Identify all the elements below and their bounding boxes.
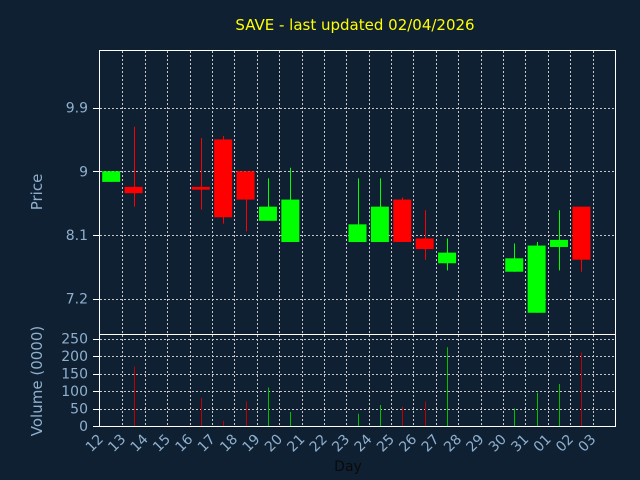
price-tick-label: 7.2	[66, 292, 88, 308]
x-tick-label: 03	[576, 432, 600, 456]
candle-body	[505, 258, 524, 272]
candle-body	[214, 139, 233, 218]
x-tick-label: 30	[486, 432, 510, 456]
x-tick-label: 19	[240, 432, 264, 456]
candle-body	[191, 186, 210, 190]
x-tick-label: 20	[262, 432, 286, 456]
candle-body	[438, 252, 457, 264]
candle-body	[370, 206, 389, 243]
candle-body	[102, 171, 121, 182]
volume-tick-label: 250	[61, 332, 88, 348]
x-axis-ticks: 1213141516171819202122232425262728293031…	[83, 431, 600, 455]
x-tick-label: 27	[419, 432, 443, 456]
x-tick-label: 14	[128, 431, 152, 455]
x-tick-label: 02	[553, 432, 577, 456]
x-tick-label: 18	[217, 432, 241, 456]
x-tick-label: 24	[352, 431, 376, 455]
price-axis-label: Price	[28, 174, 46, 211]
candle-body	[550, 239, 569, 247]
x-tick-label: 25	[374, 432, 398, 456]
volume-grid	[100, 335, 616, 427]
volume-tick-label: 200	[61, 349, 88, 365]
x-tick-label: 01	[531, 432, 555, 456]
candles	[102, 126, 591, 313]
price-tick-label: 8.1	[66, 228, 88, 244]
x-tick-label: 21	[284, 432, 308, 456]
candle-body	[124, 186, 143, 194]
x-tick-label: 12	[83, 432, 107, 456]
x-tick-label: 17	[195, 432, 219, 456]
volume-axis-label: Volume (0000)	[28, 326, 46, 436]
volume-plot-frame	[99, 334, 616, 427]
chart-title: SAVE - last updated 02/04/2026	[235, 16, 474, 34]
volume-tick-label: 0	[79, 419, 88, 435]
x-tick-label: 13	[105, 432, 129, 456]
candle-body	[393, 199, 412, 243]
candle-body	[572, 206, 591, 260]
x-tick-label: 26	[396, 431, 420, 455]
price-grid	[100, 51, 616, 334]
candle-body	[527, 245, 546, 313]
x-tick-label: 29	[464, 432, 488, 456]
x-tick-label: 28	[441, 432, 465, 456]
x-tick-label: 15	[150, 432, 174, 456]
price-axis-ticks: 7.2 8.1 9 9.9	[66, 101, 99, 308]
x-axis-label: Day	[334, 459, 362, 475]
volume-tick-label: 50	[70, 402, 88, 418]
x-tick-label: 23	[329, 432, 353, 456]
x-tick-label: 22	[307, 432, 331, 456]
candle-body	[258, 206, 277, 221]
price-tick-label: 9.9	[66, 101, 88, 117]
price-tick-label: 9	[79, 164, 88, 180]
candle-body	[348, 224, 367, 243]
x-tick-label: 16	[172, 431, 196, 455]
x-tick-label: 31	[508, 432, 532, 456]
volume-tick-label: 100	[61, 384, 88, 400]
volume-tick-label: 150	[61, 367, 88, 383]
volume-bars	[134, 347, 582, 426]
candle-body	[281, 199, 300, 243]
candle-body	[236, 171, 255, 200]
candle-body	[415, 238, 434, 250]
